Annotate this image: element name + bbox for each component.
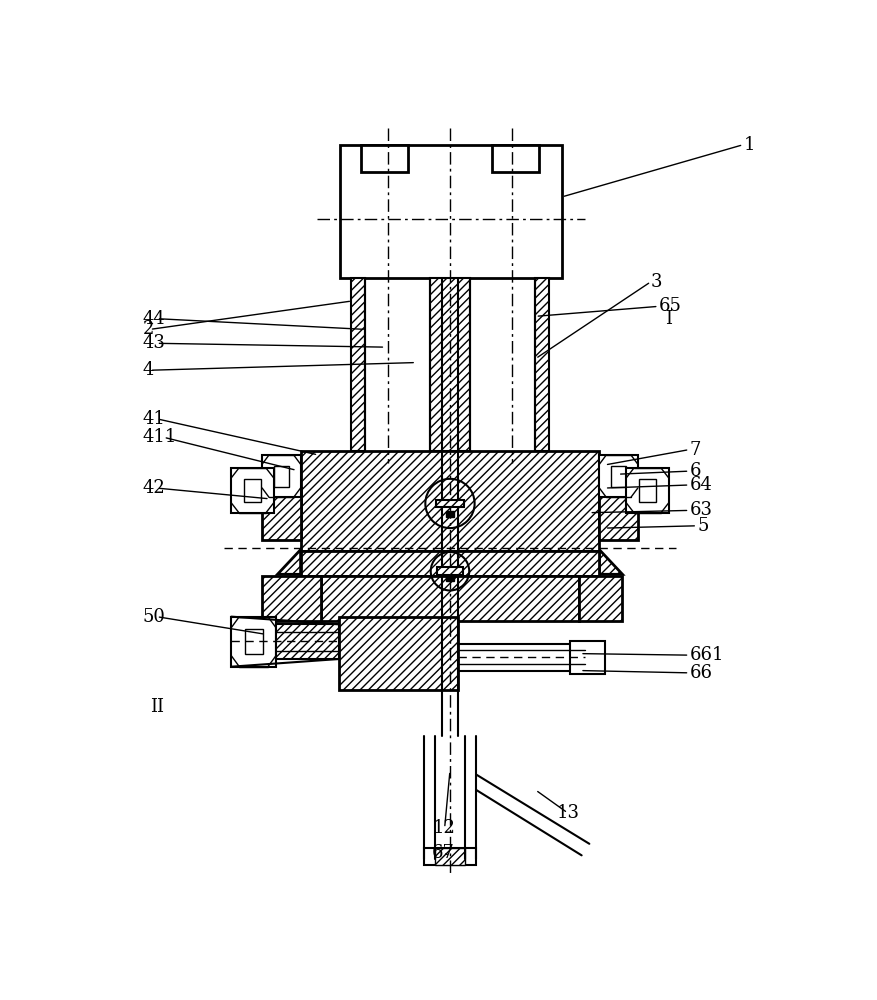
Bar [446, 511, 453, 517]
Text: 44: 44 [143, 310, 165, 328]
Bar [599, 488, 637, 540]
Bar [262, 488, 300, 540]
Text: 13: 13 [556, 804, 579, 822]
Bar [435, 848, 464, 865]
Bar [437, 567, 462, 575]
Bar [262, 576, 321, 620]
Text: 63: 63 [688, 501, 711, 519]
Bar [638, 479, 655, 502]
Bar [231, 468, 274, 513]
Bar [339, 145, 561, 278]
Text: 50: 50 [143, 608, 166, 626]
Text: 4: 4 [143, 361, 154, 379]
Text: 7: 7 [688, 441, 700, 459]
Bar [610, 466, 625, 487]
Bar [244, 479, 260, 502]
Polygon shape [599, 550, 622, 574]
Bar [274, 466, 289, 487]
Bar [492, 145, 538, 172]
Bar [446, 575, 453, 581]
Text: 43: 43 [143, 334, 166, 352]
Text: 661: 661 [688, 646, 724, 664]
Bar [300, 451, 599, 551]
Bar [262, 455, 300, 497]
Text: I: I [664, 310, 671, 328]
Bar [339, 617, 458, 690]
Text: 411: 411 [143, 428, 177, 446]
Text: 12: 12 [432, 819, 455, 837]
Polygon shape [277, 550, 300, 574]
Text: 65: 65 [658, 297, 681, 315]
Text: 2: 2 [143, 320, 154, 338]
Bar [231, 617, 275, 667]
Text: 66: 66 [688, 664, 711, 682]
Bar [424, 848, 475, 865]
Text: 42: 42 [143, 479, 165, 497]
Bar [599, 455, 637, 497]
Text: 6: 6 [688, 462, 700, 480]
Bar [350, 278, 364, 451]
Bar [458, 644, 585, 671]
Text: 41: 41 [143, 410, 166, 428]
Text: 67: 67 [431, 844, 454, 862]
Bar [535, 278, 549, 451]
Bar [569, 641, 604, 674]
Bar [245, 629, 262, 654]
Bar [361, 145, 407, 172]
Bar [300, 551, 599, 576]
Text: 3: 3 [650, 273, 661, 291]
Text: 5: 5 [696, 517, 708, 535]
Text: 1: 1 [743, 136, 754, 154]
Text: 64: 64 [688, 476, 711, 494]
Bar [321, 576, 578, 620]
Text: II: II [150, 698, 164, 716]
Bar [625, 468, 668, 513]
Bar [436, 500, 463, 507]
Bar [430, 278, 469, 451]
Bar [578, 576, 622, 620]
Bar [275, 624, 339, 659]
